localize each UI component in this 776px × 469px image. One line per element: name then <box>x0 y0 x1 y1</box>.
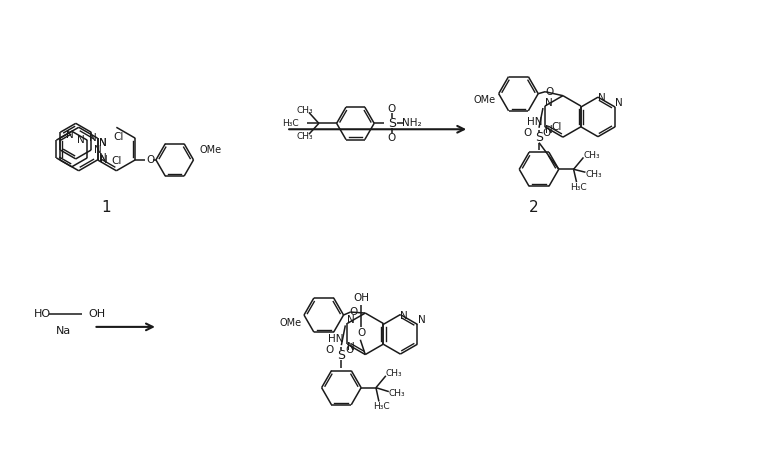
Text: N: N <box>99 138 106 148</box>
Text: Cl: Cl <box>552 122 562 132</box>
Text: O: O <box>325 345 334 355</box>
Text: N: N <box>99 155 107 165</box>
Text: H₃C: H₃C <box>570 182 587 191</box>
Text: CH₃: CH₃ <box>296 106 314 115</box>
Text: CH₃: CH₃ <box>389 389 405 398</box>
Text: N: N <box>417 316 425 325</box>
Text: 1: 1 <box>102 200 111 215</box>
Text: O: O <box>357 328 365 338</box>
Text: Cl: Cl <box>111 156 122 166</box>
Text: HO: HO <box>34 309 51 319</box>
Text: HN: HN <box>528 117 542 127</box>
Text: O: O <box>388 133 396 143</box>
Text: OH: OH <box>88 309 106 319</box>
Text: N: N <box>545 125 553 135</box>
Text: N: N <box>348 316 355 325</box>
Text: CH₃: CH₃ <box>583 151 600 160</box>
Text: OH: OH <box>353 293 369 303</box>
Text: Cl: Cl <box>113 132 123 142</box>
Text: N: N <box>598 93 606 103</box>
Text: O: O <box>542 128 551 138</box>
Text: S: S <box>535 131 543 144</box>
Text: O: O <box>523 128 532 138</box>
Text: N: N <box>89 133 97 143</box>
Text: 2: 2 <box>528 200 538 215</box>
Text: OMe: OMe <box>474 95 496 105</box>
Text: CH₃: CH₃ <box>296 132 314 141</box>
Text: OMe: OMe <box>199 145 221 155</box>
Text: O: O <box>388 104 396 113</box>
Text: OMe: OMe <box>279 318 301 328</box>
Text: N: N <box>348 342 355 352</box>
Text: Na: Na <box>57 326 71 336</box>
Text: N: N <box>78 135 85 145</box>
Text: S: S <box>388 117 396 130</box>
Text: O: O <box>345 345 353 355</box>
Text: N: N <box>99 138 106 148</box>
Text: CH₃: CH₃ <box>585 170 601 179</box>
Text: N: N <box>400 310 408 320</box>
Text: S: S <box>338 348 345 362</box>
Text: O: O <box>349 307 358 317</box>
Text: O: O <box>146 155 154 165</box>
Text: H₃C: H₃C <box>373 402 390 411</box>
Text: N: N <box>94 145 102 155</box>
Text: N: N <box>99 153 106 163</box>
Text: CH₃: CH₃ <box>386 369 402 378</box>
Text: NH₂: NH₂ <box>402 118 421 129</box>
Text: N: N <box>66 130 74 140</box>
Text: O: O <box>545 87 553 97</box>
Text: HN: HN <box>327 334 343 344</box>
Text: N: N <box>545 98 553 108</box>
Text: N: N <box>615 98 623 108</box>
Text: H₃C: H₃C <box>282 119 299 128</box>
